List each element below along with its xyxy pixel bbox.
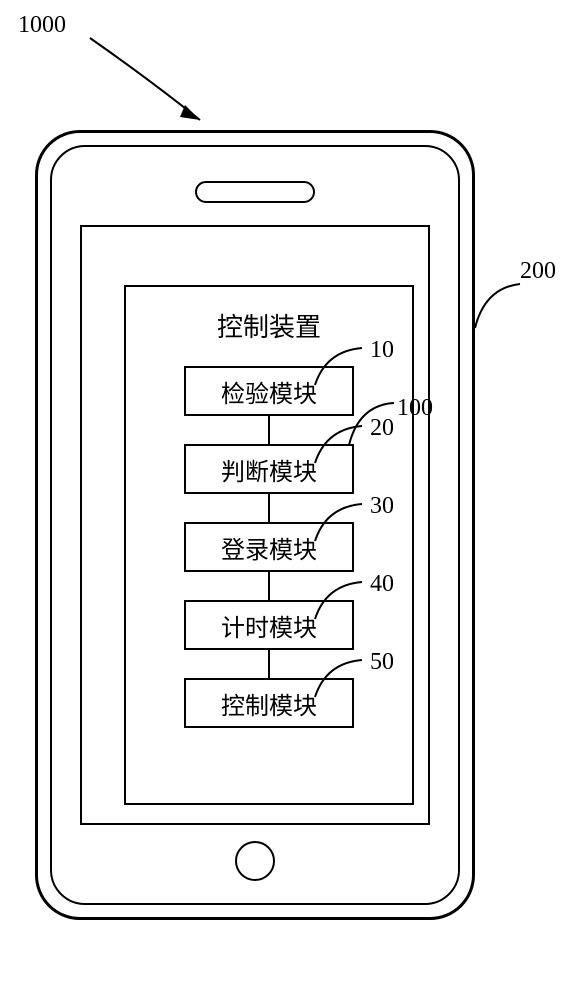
callout-arc-30 — [314, 499, 374, 549]
connector-line — [268, 416, 270, 444]
reference-label-10: 10 — [370, 337, 394, 364]
phone-screen: 100 控制装置 检验模块 判断模块 登录模块 计时模块 控制模块 — [80, 225, 430, 825]
speaker-slot — [195, 181, 315, 203]
phone-outer-body: 100 控制装置 检验模块 判断模块 登录模块 计时模块 控制模块 — [35, 130, 475, 920]
module-label: 检验模块 — [221, 374, 317, 409]
callout-arc-50 — [314, 655, 374, 705]
callout-arc-40 — [314, 577, 374, 627]
home-button — [235, 841, 275, 881]
reference-label-30: 30 — [370, 493, 394, 520]
module-label: 判断模块 — [221, 452, 317, 487]
reference-label-1000: 1000 — [18, 12, 66, 39]
reference-label-20: 20 — [370, 415, 394, 442]
reference-label-40: 40 — [370, 571, 394, 598]
figure-canvas: 1000 100 控制装置 检验模块 判断模块 — [0, 0, 582, 1000]
arrow-1000 — [80, 30, 230, 140]
callout-arc-200 — [470, 278, 530, 338]
phone-inner-body: 100 控制装置 检验模块 判断模块 登录模块 计时模块 控制模块 — [50, 145, 460, 905]
module-label: 控制模块 — [221, 686, 317, 721]
module-label: 计时模块 — [221, 608, 317, 643]
callout-arc-20 — [314, 421, 374, 471]
connector-line — [268, 572, 270, 600]
reference-label-200: 200 — [520, 258, 556, 285]
connector-line — [268, 494, 270, 522]
callout-arc-10 — [314, 343, 374, 393]
reference-label-50: 50 — [370, 649, 394, 676]
connector-line — [268, 650, 270, 678]
module-label: 登录模块 — [221, 530, 317, 565]
